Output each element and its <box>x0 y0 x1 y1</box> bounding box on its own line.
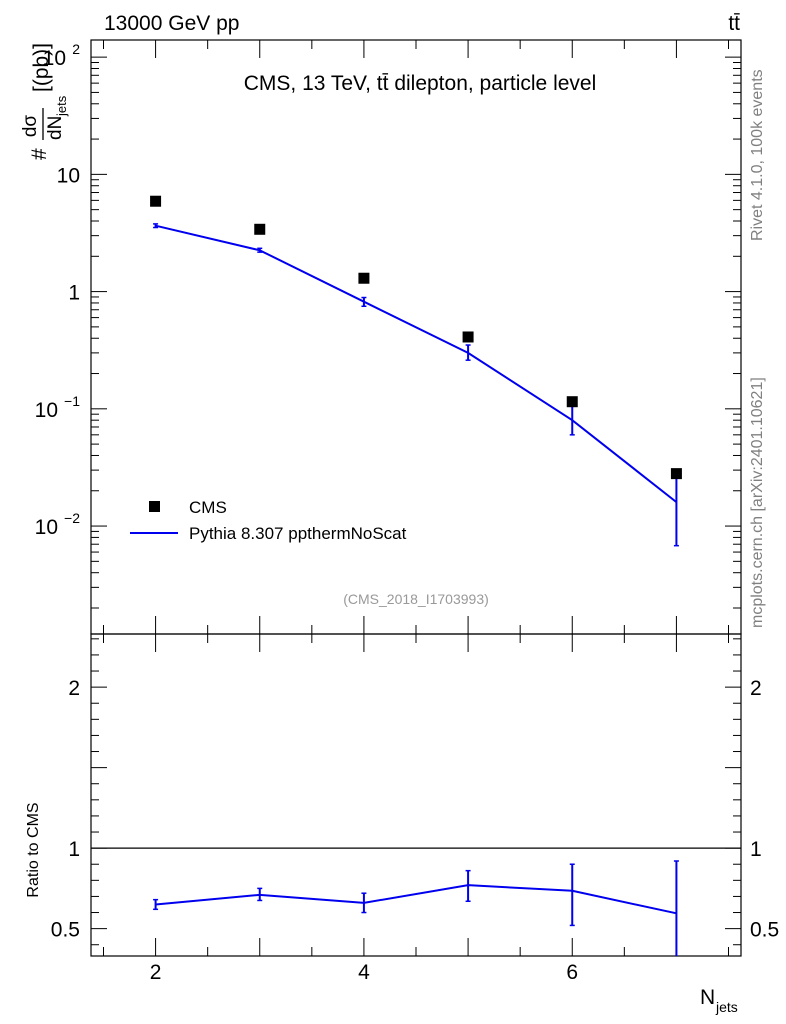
x-tick-label: 2 <box>150 961 162 984</box>
main-axis-ticks: 10 2 10 1 10 −1 10 −2 <box>35 40 741 634</box>
data-point <box>462 331 474 343</box>
y-label-numerator: dσ <box>20 115 41 138</box>
y-tick-label: 10 <box>35 399 58 422</box>
y-tick-label: 10 <box>57 164 80 187</box>
y-tick-label: 10 <box>43 47 66 70</box>
data-point <box>358 272 370 284</box>
ratio-y-tick-label-right: 2 <box>750 677 762 700</box>
analysis-id-label: (CMS_2018_I1703993) <box>343 591 489 607</box>
ratio-axis-ticks: 0.5 0.5 1 1 2 2 2 4 6 <box>51 634 779 984</box>
x-tick-label: 6 <box>566 961 578 984</box>
y-tick-label: 10 <box>35 516 58 539</box>
mc-series-ratio <box>153 860 679 956</box>
y-label-denominator-sub: jets <box>54 95 69 117</box>
x-tick-label: 4 <box>358 961 370 984</box>
ratio-y-tick-label-left: 1 <box>68 838 80 861</box>
legend: CMS Pythia 8.307 ppthermNoScat <box>130 498 407 543</box>
y-label-unit: [(pb)] <box>30 43 53 92</box>
data-point <box>254 223 266 235</box>
y-tick-exponent: −1 <box>64 393 80 409</box>
ratio-y-tick-label-left: 0.5 <box>51 919 80 942</box>
ratio-y-axis-label: Ratio to CMS <box>25 802 42 897</box>
chart-title: CMS, 13 TeV, tt̄ dilepton, particle leve… <box>244 72 597 95</box>
main-y-axis-label: # dσ dN jets [(pb)] <box>20 43 69 160</box>
rivet-version-label: Rivet 4.1.0, 100k events <box>749 69 766 241</box>
ratio-y-tick-label-left: 2 <box>68 677 80 700</box>
source-label: mcplots.cern.ch [arXiv:2401.10621] <box>749 377 766 628</box>
ratio-y-tick-label-right: 1 <box>750 838 762 861</box>
data-point <box>150 195 162 207</box>
mc-series-main <box>153 223 679 547</box>
data-point <box>566 396 578 408</box>
energy-label: 13000 GeV pp <box>104 12 239 35</box>
x-label-main: N <box>700 986 715 1009</box>
x-label-sub: jets <box>715 999 738 1015</box>
legend-label-mc: Pythia 8.307 ppthermNoScat <box>189 524 407 543</box>
main-plot-frame <box>90 39 742 635</box>
ratio-y-tick-label-right: 0.5 <box>750 919 779 942</box>
y-label-denominator: dN <box>45 116 66 140</box>
mc-line <box>155 224 678 503</box>
legend-label-data: CMS <box>189 498 227 517</box>
data-point <box>670 468 682 480</box>
data-series-main <box>150 195 682 480</box>
y-tick-exponent: 2 <box>72 41 80 57</box>
y-tick-label: 1 <box>68 282 80 305</box>
x-axis-label: N jets <box>700 986 738 1015</box>
ratio-plot-frame <box>90 633 742 957</box>
y-tick-exponent: −2 <box>64 510 80 526</box>
process-label: tt̄ <box>728 12 740 35</box>
ratio-line <box>155 884 677 915</box>
y-label-prefix: # <box>28 148 51 160</box>
legend-marker-data <box>149 501 160 512</box>
